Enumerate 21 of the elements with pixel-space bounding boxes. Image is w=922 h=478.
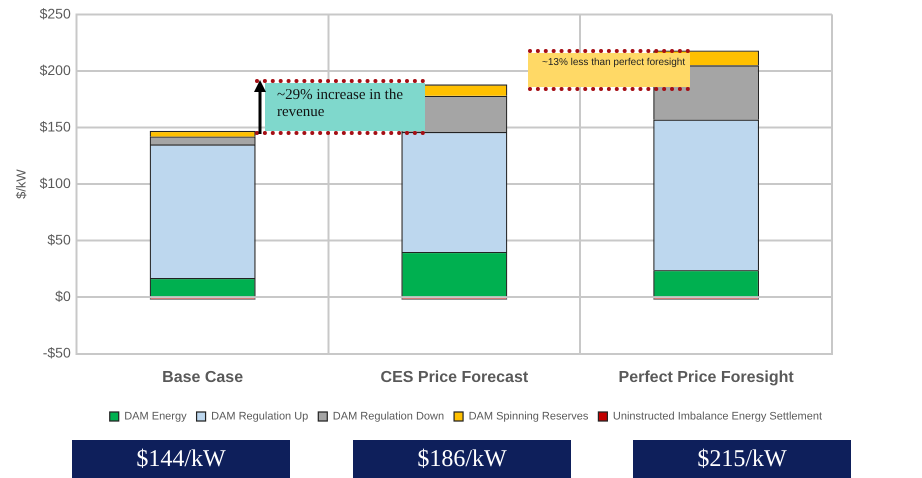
legend-label: Uninstructed Imbalance Energy Settlement xyxy=(612,410,822,423)
x-tick-label: Perfect Price Foresight xyxy=(618,368,794,386)
legend-label: DAM Regulation Down xyxy=(332,410,444,423)
y-tick-label: $0 xyxy=(55,288,71,304)
y-tick-label: $150 xyxy=(40,118,71,134)
x-tick-label: CES Price Forecast xyxy=(380,368,529,386)
y-tick-label: $50 xyxy=(47,232,71,248)
legend-label: DAM Spinning Reserves xyxy=(468,410,589,423)
legend-label: DAM Energy xyxy=(124,410,188,423)
text: $186/kW xyxy=(353,440,571,478)
x-tick-label: Base Case xyxy=(162,368,244,386)
y-tick-label: -$50 xyxy=(42,344,71,361)
y-tick-label: $200 xyxy=(40,62,71,78)
y-tick-label: $100 xyxy=(40,174,71,191)
text: $144/kW xyxy=(72,440,290,478)
annotation: ~13% less than perfect foresight xyxy=(542,57,686,68)
legend-label: DAM Regulation Up xyxy=(211,410,308,423)
text: $215/kW xyxy=(633,440,851,478)
y-tick-label: $250 xyxy=(40,5,71,22)
y-axis-title: $/kW xyxy=(13,168,28,199)
annotation: ~29% increase in the revenue xyxy=(277,87,404,121)
